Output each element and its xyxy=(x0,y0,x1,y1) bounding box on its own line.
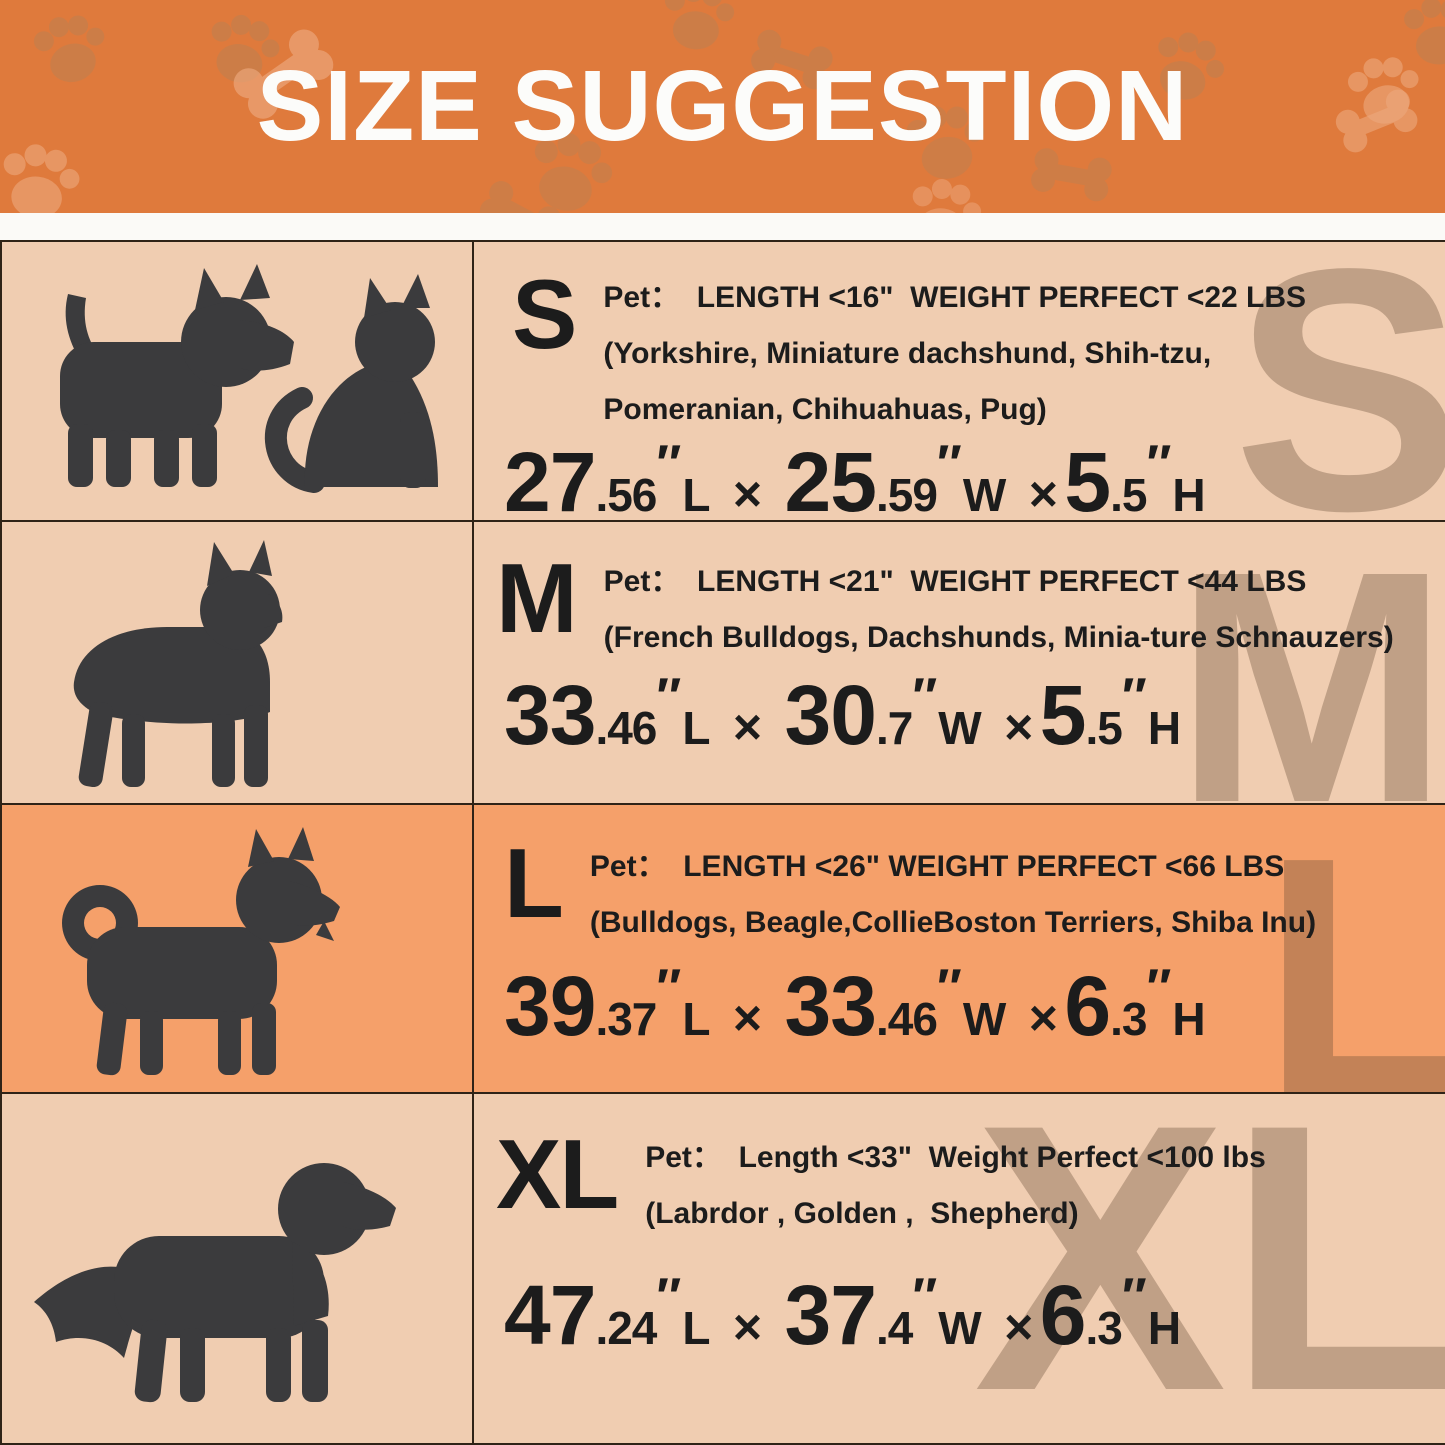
pet-spec-line: Pet： Length <33" Weight Perfect <100 lbs xyxy=(645,1141,1266,1174)
times-symbol: × xyxy=(732,466,762,522)
size-table: S S Pet： LENGTH <16" WEIGHT PERFECT <22 … xyxy=(0,240,1445,1445)
breeds-line: (Yorkshire, Miniature dachshund, Shih-tz… xyxy=(603,337,1212,370)
row-xl-illustration-cell xyxy=(2,1094,474,1443)
golden-retriever-silhouette-icon xyxy=(34,1163,396,1403)
header-divider-band xyxy=(0,213,1445,240)
size-description: Pet： LENGTH <16" WEIGHT PERFECT <22 LBS … xyxy=(603,270,1306,438)
cat-silhouette-icon xyxy=(264,274,438,493)
dimensions: 47.24″L × 37.4″W × 6.3″H xyxy=(504,1268,1181,1362)
times-symbol: × xyxy=(1004,1299,1033,1355)
pet-spec-line: Pet： LENGTH <26" WEIGHT PERFECT <66 LBS xyxy=(589,850,1285,883)
size-row-m: M M Pet： LENGTH <21" WEIGHT PERFECT <44 … xyxy=(2,522,1445,805)
times-symbol: × xyxy=(1028,990,1058,1046)
size-description: Pet： LENGTH <21" WEIGHT PERFECT <44 LBS … xyxy=(604,554,1394,666)
size-row-s: S S Pet： LENGTH <16" WEIGHT PERFECT <22 … xyxy=(2,242,1445,522)
times-symbol: × xyxy=(732,1299,762,1355)
times-symbol: × xyxy=(1028,466,1058,522)
shiba-inu-silhouette-icon xyxy=(61,827,340,1076)
times-symbol: × xyxy=(732,699,762,755)
size-description: Pet： Length <33" Weight Perfect <100 lbs… xyxy=(645,1130,1266,1242)
times-symbol: × xyxy=(1004,699,1033,755)
size-row-l: L L Pet： LENGTH <26" WEIGHT PERFECT <66 … xyxy=(2,805,1445,1094)
pet-spec-line: Pet： LENGTH <16" WEIGHT PERFECT <22 LBS xyxy=(603,281,1307,314)
size-row-xl: XL XL Pet： Length <33" Weight Perfect <1… xyxy=(2,1094,1445,1445)
breeds-line: (Labrdor , Golden , Shepherd) xyxy=(645,1197,1079,1230)
breeds-line: (Bulldogs, Beagle,CollieBoston Terriers,… xyxy=(589,906,1317,939)
size-letter: S xyxy=(512,259,577,369)
header-banner: SIZE SUGGESTION xyxy=(0,0,1445,213)
row-m-info-cell: M M Pet： LENGTH <21" WEIGHT PERFECT <44 … xyxy=(474,522,1445,803)
row-s-illustration-cell xyxy=(2,242,474,520)
row-m-illustration-cell xyxy=(2,522,474,803)
terrier-and-cat-silhouette-icon xyxy=(60,264,438,493)
dimensions: 39.37″L × 33.46″W × 6.3″H xyxy=(504,959,1206,1053)
dimensions: 27.56″L × 25.59″W × 5.5″H xyxy=(504,435,1206,522)
boston-terrier-silhouette-icon xyxy=(73,540,283,788)
breeds-line: Pomeranian, Chihuahuas, Pug) xyxy=(603,393,1047,426)
row-l-info-cell: L L Pet： LENGTH <26" WEIGHT PERFECT <66 … xyxy=(474,805,1445,1092)
size-letter: M xyxy=(496,543,578,653)
breeds-line: (French Bulldogs, Dachshunds, Minia-ture… xyxy=(603,621,1394,654)
row-xl-info-cell: XL XL Pet： Length <33" Weight Perfect <1… xyxy=(474,1094,1445,1443)
page-title: SIZE SUGGESTION xyxy=(256,50,1189,162)
times-symbol: × xyxy=(732,990,762,1046)
size-letter: L xyxy=(504,828,564,938)
size-description: Pet： LENGTH <26" WEIGHT PERFECT <66 LBS … xyxy=(590,839,1316,951)
pet-spec-line: Pet： LENGTH <21" WEIGHT PERFECT <44 LBS xyxy=(603,565,1307,598)
row-l-illustration-cell xyxy=(2,805,474,1092)
row-s-info-cell: S S Pet： LENGTH <16" WEIGHT PERFECT <22 … xyxy=(474,242,1445,520)
dimensions: 33.46″L × 30.7″W × 5.5″H xyxy=(504,668,1181,762)
size-letter: XL xyxy=(496,1119,619,1229)
